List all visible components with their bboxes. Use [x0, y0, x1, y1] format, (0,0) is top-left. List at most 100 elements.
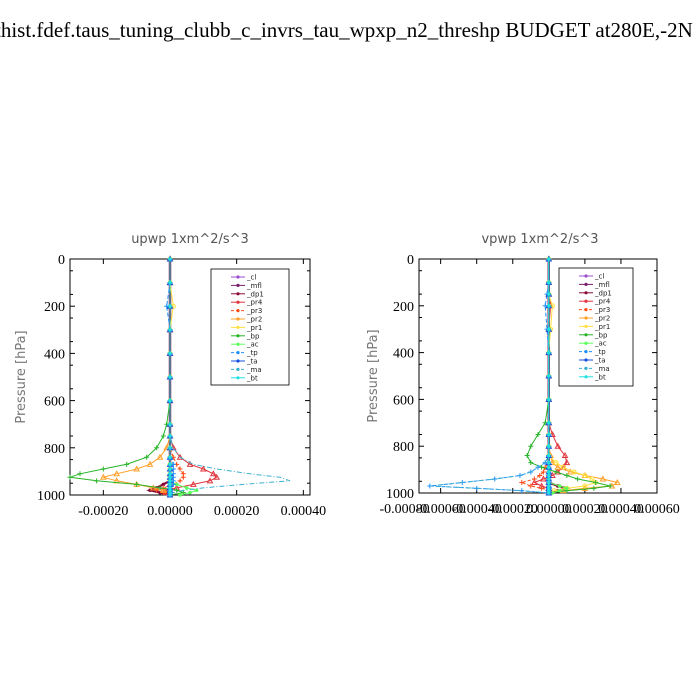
legend-label: _tp — [246, 349, 258, 357]
data-point — [168, 446, 172, 450]
data-point — [547, 432, 551, 437]
y-tick-label: 800 — [44, 442, 65, 457]
data-point — [561, 452, 569, 459]
data-point — [539, 485, 545, 491]
plot-frame — [418, 258, 658, 494]
legend-marker — [584, 341, 588, 345]
legend-label: _ma — [594, 365, 610, 373]
y-tick-label: 600 — [44, 395, 65, 410]
y-axis-label: Pressure [hPa] — [14, 330, 29, 423]
legend-marker — [584, 308, 588, 312]
data-point — [168, 434, 172, 438]
data-point — [547, 473, 551, 478]
legend-marker — [584, 324, 588, 328]
data-point — [547, 465, 551, 470]
legend-label: _pr4 — [594, 298, 611, 306]
series-line-ma — [169, 259, 291, 496]
legend-marker — [584, 358, 588, 362]
data-point — [178, 493, 182, 497]
data-point — [180, 474, 186, 480]
data-point — [194, 488, 199, 493]
x-tick-label: -0.00020 — [488, 502, 538, 517]
data-point — [168, 304, 172, 309]
data-point — [189, 480, 197, 487]
data-point — [553, 469, 559, 475]
data-point — [186, 460, 194, 467]
legend-label: _bt — [594, 373, 606, 381]
legend-marker — [236, 359, 240, 363]
data-point — [547, 480, 551, 485]
data-point — [547, 374, 551, 378]
legend-marker — [584, 350, 588, 354]
data-point — [168, 471, 172, 476]
x-tick-label: 0.00020 — [214, 504, 260, 519]
data-point — [547, 280, 551, 285]
data-point — [168, 280, 172, 285]
data-point — [168, 375, 172, 379]
x-tick-label: -0.00080 — [379, 502, 429, 517]
data-point — [168, 482, 172, 487]
legend-label: _tp — [594, 348, 606, 356]
data-point — [571, 469, 577, 475]
legend-label: _ma — [246, 366, 262, 374]
legend-label: _pr3 — [594, 306, 610, 314]
data-point — [168, 398, 172, 403]
data-point — [547, 292, 551, 296]
data-point — [144, 454, 150, 460]
chart-panel-2: vpwp 1xm^2/s^3 Pressure [hPa] 0 200 400 600 80… — [366, 232, 680, 517]
y-tick-label: 200 — [393, 300, 414, 315]
legend-label: _bp — [246, 332, 260, 340]
y-tick-label: 200 — [44, 300, 65, 315]
data-point — [213, 473, 221, 480]
data-point — [547, 257, 551, 261]
legend-marker — [584, 291, 588, 295]
data-point — [146, 460, 154, 467]
data-point — [168, 479, 172, 483]
y-tick-label: 0 — [58, 253, 65, 268]
data-point — [161, 482, 166, 487]
data-point — [206, 477, 214, 484]
data-point — [168, 462, 172, 467]
legend: _cl_mfl_dp1_pr4_pr3_pr2_pr1_bp_ac_tp_ta_… — [210, 268, 290, 386]
data-point — [607, 483, 613, 489]
legend-label: _ac — [594, 340, 607, 348]
data-point — [582, 483, 588, 489]
data-point — [168, 328, 172, 332]
legend-label: _pr2 — [246, 316, 262, 324]
data-point — [528, 460, 534, 466]
data-point — [593, 479, 599, 485]
data-point — [134, 481, 140, 487]
data-point — [94, 478, 100, 484]
legend-marker — [584, 366, 588, 370]
legend-label: _pr4 — [246, 299, 263, 307]
data-point — [540, 469, 546, 475]
data-point — [547, 491, 551, 495]
data-point — [67, 474, 73, 480]
legend-marker — [236, 325, 240, 329]
x-tick-label: 0.00040 — [598, 502, 644, 517]
legend-marker — [236, 309, 240, 313]
data-point — [547, 453, 551, 458]
data-point — [124, 461, 130, 467]
data-point — [547, 350, 551, 355]
data-point — [174, 482, 179, 487]
legend-marker — [236, 376, 240, 380]
data-point — [540, 475, 547, 482]
data-point — [133, 465, 141, 472]
data-point — [557, 488, 562, 493]
legend-label: _pr1 — [594, 323, 610, 331]
data-point — [168, 455, 172, 460]
data-point — [547, 397, 551, 402]
legend-label: _bp — [594, 331, 608, 339]
data-point — [168, 422, 172, 427]
data-point — [547, 327, 551, 332]
x-tick-label: -0.00020 — [78, 504, 128, 519]
legend-label: _dp1 — [594, 289, 612, 297]
data-point — [535, 432, 541, 437]
data-point — [599, 475, 607, 482]
legend-label: _ta — [246, 358, 258, 366]
legend-label: _mfl — [594, 281, 610, 289]
data-point — [547, 421, 551, 425]
data-point — [154, 445, 160, 451]
legend-marker — [236, 351, 240, 355]
